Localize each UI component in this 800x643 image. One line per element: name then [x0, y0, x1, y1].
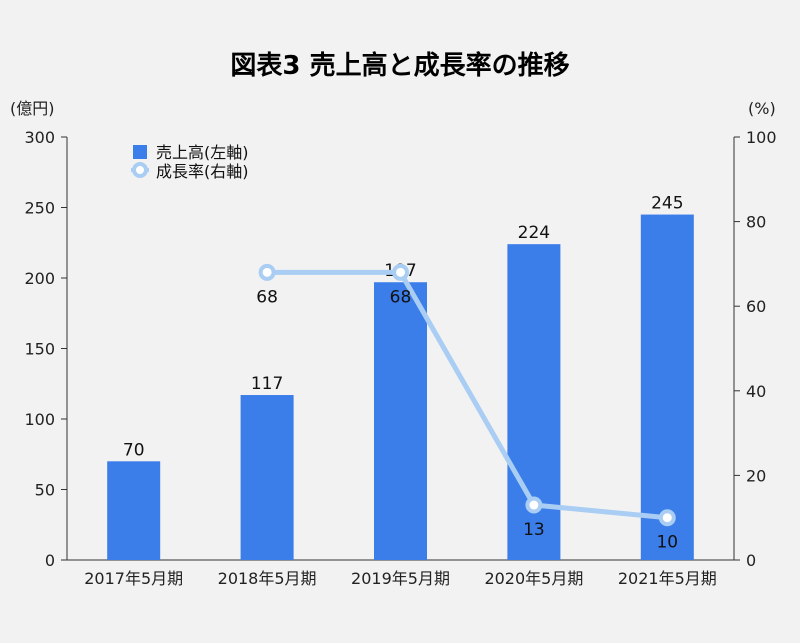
growth-value-label: 68	[256, 287, 278, 307]
growth-point	[258, 263, 276, 281]
left-tick-label: 300	[24, 128, 55, 147]
bar-sales	[640, 214, 694, 561]
bar-value-label: 245	[651, 194, 683, 214]
x-tick-label: 2018年5月期	[218, 569, 317, 588]
bar-value-label: 70	[123, 440, 145, 460]
x-tick-label: 2019年5月期	[351, 569, 450, 588]
right-tick-label: 60	[746, 297, 766, 316]
left-axis-unit: (億円)	[10, 99, 55, 118]
growth-line	[267, 269, 668, 521]
legend-swatch-bar	[133, 145, 147, 159]
right-axis-unit: (%)	[748, 99, 776, 118]
growth-point	[658, 509, 676, 527]
chart-title: 図表3 売上高と成長率の推移	[230, 50, 569, 81]
bar-sales	[107, 461, 161, 560]
legend-swatch-marker	[132, 162, 148, 178]
right-tick-label: 100	[746, 128, 777, 147]
right-tick-label: 40	[746, 382, 766, 401]
legend: 売上高(左軸) 成長率(右軸)	[131, 143, 249, 181]
bar-sales	[374, 282, 427, 560]
left-tick-label: 0	[45, 551, 55, 570]
growth-value-label: 68	[390, 287, 412, 307]
growth-value-label: 13	[523, 520, 545, 540]
growth-point	[392, 263, 409, 281]
bar-sales	[240, 395, 294, 560]
growth-point	[525, 496, 543, 514]
left-tick-label: 150	[24, 340, 55, 359]
right-tick-label: 80	[746, 213, 766, 232]
left-tick-label: 200	[24, 269, 55, 288]
right-tick-label: 20	[746, 466, 766, 485]
bar-value-label: 117	[251, 374, 283, 394]
legend-label-growth: 成長率(右軸)	[156, 162, 249, 181]
bar-value-label: 224	[518, 223, 550, 243]
left-tick-label: 100	[24, 410, 55, 429]
growth-value-label: 10	[656, 533, 678, 553]
x-tick-label: 2021年5月期	[618, 569, 717, 588]
legend-label-sales: 売上高(左軸)	[156, 143, 249, 162]
right-tick-label: 0	[746, 551, 756, 570]
x-tick-label: 2017年5月期	[84, 569, 183, 588]
left-tick-label: 250	[24, 199, 55, 218]
x-tick-label: 2020年5月期	[484, 569, 583, 588]
left-tick-label: 50	[35, 481, 55, 500]
